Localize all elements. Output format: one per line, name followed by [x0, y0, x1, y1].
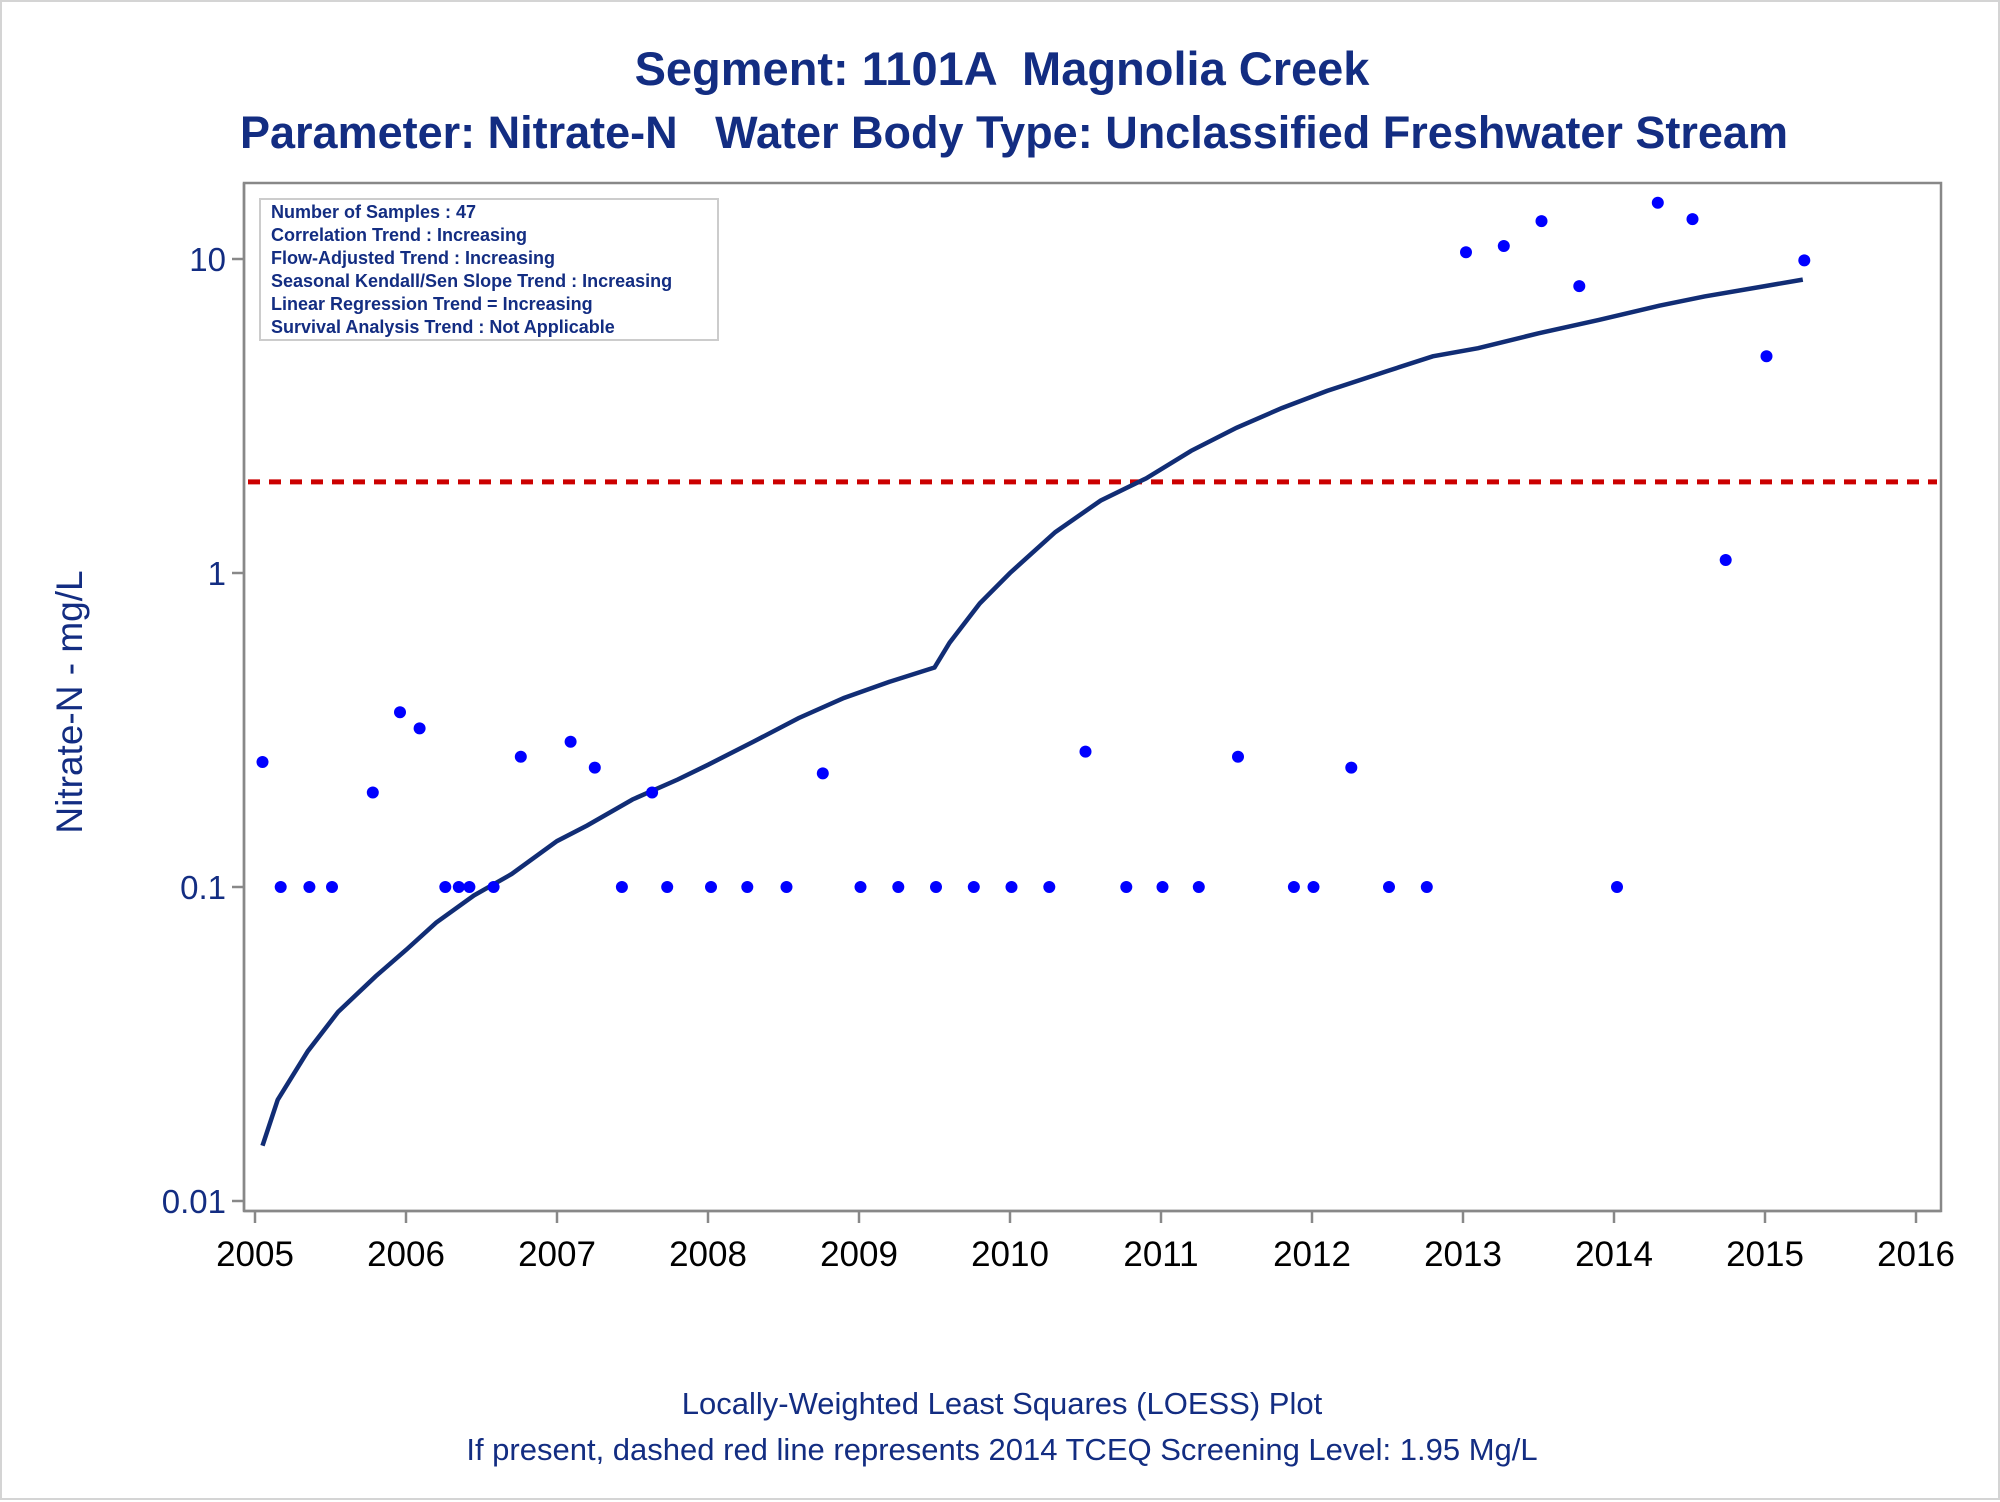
y-axis-ticks: 0.01 0.1 1 10 [162, 241, 244, 1220]
data-point [452, 881, 465, 893]
y-tick-label: 1 [208, 555, 226, 592]
data-point [741, 881, 754, 893]
data-point [1156, 881, 1169, 893]
data-point [274, 881, 287, 893]
x-tick-label: 2005 [216, 1235, 294, 1274]
plot-area [242, 181, 1943, 1213]
data-point [892, 881, 905, 893]
footnote-2: If present, dashed red line represents 2… [466, 1432, 1537, 1467]
data-point [854, 881, 867, 893]
data-point [1383, 881, 1395, 893]
x-tick-label: 2008 [669, 1235, 747, 1274]
data-point [816, 767, 829, 780]
data-point [1005, 881, 1018, 893]
data-point [514, 750, 527, 763]
trend-legend-box [259, 198, 719, 341]
x-tick-label: 2016 [1877, 1235, 1955, 1274]
legend-line-2: Correlation Trend : Increasing [271, 225, 527, 245]
data-point [1120, 881, 1133, 893]
x-tick-label: 2006 [367, 1235, 445, 1274]
data-point [326, 881, 338, 893]
data-point [1232, 750, 1244, 763]
chart-title: Segment: 1101A Magnolia Creek [635, 42, 1371, 95]
data-point [1345, 761, 1358, 774]
data-point [1798, 254, 1811, 267]
trend-legend: Number of Samples : 47 Correlation Trend… [259, 198, 719, 341]
y-tick-label: 0.1 [180, 869, 226, 906]
data-point [1287, 881, 1300, 893]
data-point [646, 786, 659, 799]
legend-line-6: Survival Analysis Trend : Not Applicable [271, 317, 615, 337]
data-point [661, 881, 674, 893]
data-point [705, 881, 717, 893]
y-axis-label: Nitrate-N - mg/L [49, 570, 90, 833]
loess-curve [260, 277, 1804, 1147]
data-point [930, 881, 942, 893]
x-tick-label: 2015 [1726, 1235, 1804, 1274]
data-point [487, 881, 500, 893]
sample-points [256, 196, 1811, 893]
data-point [615, 881, 628, 893]
x-tick-label: 2011 [1123, 1235, 1198, 1274]
x-tick-label: 2014 [1575, 1235, 1653, 1274]
data-point [1043, 881, 1056, 893]
data-point [1760, 350, 1773, 363]
y-tick-label: 0.01 [162, 1183, 226, 1220]
data-point [1307, 881, 1320, 893]
legend-line-5: Linear Regression Trend = Increasing [271, 294, 593, 314]
x-axis-ticks: 2005 2006 2007 2008 2009 2010 2011 2012 2013 2014… [216, 1211, 1955, 1274]
x-tick-label: 2007 [518, 1235, 596, 1274]
x-tick-label: 2012 [1273, 1235, 1351, 1274]
data-point [1719, 554, 1732, 566]
data-point [588, 761, 601, 774]
x-tick-label: 2009 [820, 1235, 898, 1274]
data-point [1573, 280, 1586, 293]
legend-line-3: Flow-Adjusted Trend : Increasing [271, 248, 555, 268]
data-point [366, 786, 379, 799]
data-point [967, 881, 980, 893]
x-tick-label: 2013 [1424, 1235, 1502, 1274]
data-point [1497, 240, 1510, 252]
data-point [463, 881, 476, 893]
data-point [564, 735, 577, 748]
legend-line-4: Seasonal Kendall/Sen Slope Trend : Incre… [271, 271, 672, 291]
chart-subtitle: Parameter: Nitrate-N Water Body Type: Un… [240, 107, 1788, 158]
data-point [780, 881, 793, 893]
data-point [256, 756, 269, 768]
x-tick-label: 2010 [971, 1235, 1049, 1274]
y-tick-label: 10 [189, 241, 226, 278]
data-point [303, 881, 316, 893]
data-point [1460, 246, 1472, 259]
data-point [1651, 196, 1664, 209]
legend-line-1: Number of Samples : 47 [271, 202, 476, 222]
data-point [394, 706, 406, 719]
data-point [439, 881, 452, 893]
data-point [1535, 215, 1548, 228]
footnote-1: Locally-Weighted Least Squares (LOESS) P… [682, 1386, 1323, 1421]
data-point [413, 722, 426, 735]
data-point [1192, 881, 1205, 893]
data-point [1611, 881, 1623, 893]
data-point [1079, 745, 1092, 758]
data-point [1420, 881, 1433, 893]
data-point [1686, 213, 1699, 226]
